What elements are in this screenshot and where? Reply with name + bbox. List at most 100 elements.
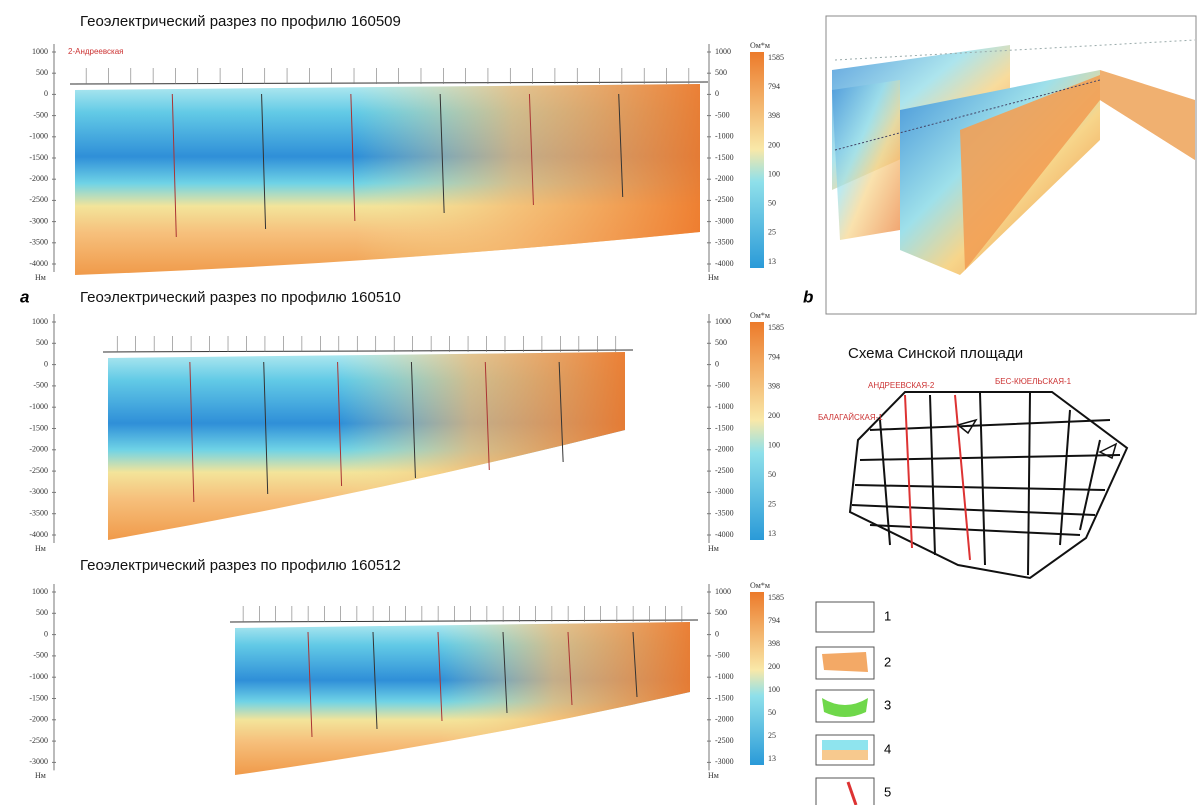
depth-tick-label: 0 bbox=[44, 89, 48, 98]
depth-unit: Нм bbox=[708, 544, 719, 553]
well-name: БАЛАГАЙСКАЯ-1 bbox=[818, 413, 883, 422]
color-bar-unit: Ом*м bbox=[750, 311, 770, 320]
depth-tick-label: -2500 bbox=[715, 736, 734, 745]
legend bbox=[816, 602, 874, 805]
section-title: Геоэлектрический разрез по профилю 16050… bbox=[80, 13, 401, 30]
depth-tick-label: -3000 bbox=[29, 216, 48, 225]
color-bar-label: 100 bbox=[768, 169, 780, 178]
surface-line bbox=[103, 350, 633, 352]
depth-tick-label: -4000 bbox=[715, 259, 734, 268]
depth-tick-label: -2500 bbox=[715, 466, 734, 475]
color-bar bbox=[750, 52, 764, 268]
depth-tick-label: -1500 bbox=[29, 153, 48, 162]
section-overlay bbox=[75, 84, 700, 275]
depth-tick-label: -1000 bbox=[29, 402, 48, 411]
depth-tick-label: 0 bbox=[44, 359, 48, 368]
depth-tick-label: -3500 bbox=[29, 509, 48, 518]
color-bar-label: 13 bbox=[768, 529, 776, 538]
depth-unit: Нм bbox=[708, 771, 719, 780]
color-bar-label: 398 bbox=[768, 639, 780, 648]
color-bar-label: 100 bbox=[768, 441, 780, 450]
depth-tick-label: -3500 bbox=[715, 238, 734, 247]
depth-tick-label: 0 bbox=[44, 629, 48, 638]
depth-tick-label: 500 bbox=[36, 608, 48, 617]
depth-tick-label: -500 bbox=[715, 381, 730, 390]
depth-tick-label: -2000 bbox=[715, 715, 734, 724]
panel-label: a bbox=[20, 287, 29, 306]
depth-unit: Нм bbox=[35, 771, 46, 780]
color-bar bbox=[750, 592, 764, 765]
color-bar-label: 50 bbox=[768, 199, 776, 208]
color-bar-label: 25 bbox=[768, 731, 776, 740]
legend-number: 2 bbox=[884, 654, 891, 669]
depth-tick-label: -500 bbox=[715, 651, 730, 660]
depth-tick-label: -1500 bbox=[715, 423, 734, 432]
depth-tick-label: -2500 bbox=[715, 195, 734, 204]
color-bar-label: 1585 bbox=[768, 593, 784, 602]
depth-tick-label: -3500 bbox=[29, 238, 48, 247]
color-bar-label: 25 bbox=[768, 228, 776, 237]
well-name: БЕС-КЮЕЛЬСКАЯ-1 bbox=[995, 377, 1072, 386]
depth-tick-label: -3000 bbox=[29, 757, 48, 766]
depth-tick-label: -4000 bbox=[29, 530, 48, 539]
figure: a b Схема Синской площади АНДРЕЕВСКАЯ-2 … bbox=[0, 0, 1198, 805]
color-bar-label: 794 bbox=[768, 82, 780, 91]
well-name: АНДРЕЕВСКАЯ-2 bbox=[868, 381, 935, 390]
depth-tick-label: -2000 bbox=[715, 445, 734, 454]
well-label: 2-Андреевская bbox=[68, 47, 124, 56]
depth-tick-label: -4000 bbox=[715, 530, 734, 539]
color-bar-label: 398 bbox=[768, 111, 780, 120]
color-bar-label: 200 bbox=[768, 140, 780, 149]
depth-tick-label: -1500 bbox=[29, 693, 48, 702]
depth-tick-label: 0 bbox=[715, 629, 719, 638]
color-bar-label: 50 bbox=[768, 708, 776, 717]
depth-tick-label: -500 bbox=[715, 110, 730, 119]
depth-tick-label: -500 bbox=[33, 381, 48, 390]
depth-tick-label: -3000 bbox=[715, 216, 734, 225]
depth-tick-label: 0 bbox=[715, 89, 719, 98]
color-bar-label: 13 bbox=[768, 754, 776, 763]
depth-tick-label: -2000 bbox=[715, 174, 734, 183]
legend-number: 4 bbox=[884, 741, 891, 756]
depth-tick-label: -2500 bbox=[29, 466, 48, 475]
depth-tick-label: -1000 bbox=[29, 132, 48, 141]
depth-tick-label: 500 bbox=[715, 338, 727, 347]
color-bar-label: 1585 bbox=[768, 53, 784, 62]
depth-tick-label: -2000 bbox=[29, 174, 48, 183]
section-title: Геоэлектрический разрез по профилю 16051… bbox=[80, 289, 401, 306]
color-bar-label: 398 bbox=[768, 382, 780, 391]
depth-unit: Нм bbox=[708, 273, 719, 282]
color-bar-label: 1585 bbox=[768, 323, 784, 332]
section-title: Геоэлектрический разрез по профилю 16051… bbox=[80, 557, 401, 574]
depth-tick-label: 1000 bbox=[715, 47, 731, 56]
color-bar-label: 13 bbox=[768, 257, 776, 266]
depth-tick-label: 500 bbox=[715, 608, 727, 617]
depth-tick-label: 1000 bbox=[715, 587, 731, 596]
depth-tick-label: 1000 bbox=[715, 317, 731, 326]
scheme-map bbox=[850, 392, 1127, 578]
surface-line bbox=[70, 82, 708, 84]
scheme-title: Схема Синской площади bbox=[848, 345, 1023, 362]
depth-tick-label: 0 bbox=[715, 359, 719, 368]
section-overlay bbox=[235, 622, 690, 775]
depth-tick-label: -1000 bbox=[715, 672, 734, 681]
depth-tick-label: -2500 bbox=[29, 736, 48, 745]
depth-tick-label: 1000 bbox=[32, 587, 48, 596]
depth-tick-label: 1000 bbox=[32, 47, 48, 56]
depth-tick-label: 500 bbox=[715, 68, 727, 77]
depth-tick-label: -2000 bbox=[29, 715, 48, 724]
color-bar-unit: Ом*м bbox=[750, 41, 770, 50]
color-bar bbox=[750, 322, 764, 540]
color-bar-unit: Ом*м bbox=[750, 581, 770, 590]
depth-tick-label: -3500 bbox=[715, 509, 734, 518]
color-bar-label: 794 bbox=[768, 352, 780, 361]
panel-label: b bbox=[803, 287, 813, 306]
color-bar-label: 50 bbox=[768, 470, 776, 479]
depth-unit: Нм bbox=[35, 273, 46, 282]
legend-number: 5 bbox=[884, 784, 891, 799]
depth-tick-label: 500 bbox=[36, 338, 48, 347]
color-bar-label: 794 bbox=[768, 616, 780, 625]
depth-tick-label: -2000 bbox=[29, 445, 48, 454]
legend-number: 1 bbox=[884, 608, 891, 623]
depth-tick-label: -1500 bbox=[715, 693, 734, 702]
